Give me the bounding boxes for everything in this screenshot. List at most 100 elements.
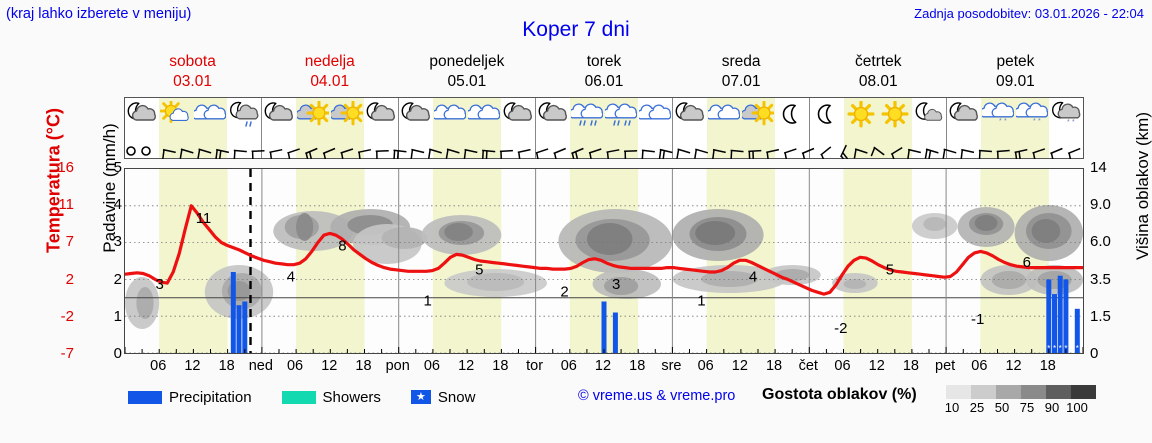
- icon-slot: [227, 98, 261, 158]
- axis-tick-value: 9.0: [1090, 196, 1111, 214]
- cloud-density-step: [996, 385, 1021, 399]
- day-header-4: sreda 07.01: [673, 52, 810, 96]
- x-axis-label: 12: [184, 358, 201, 374]
- icon-slot: [705, 98, 741, 158]
- moon-cloud-icon: [948, 101, 980, 127]
- icon-day-column-2: [399, 98, 536, 158]
- cloud-density-step: [1021, 385, 1046, 399]
- icon-slot: [191, 98, 227, 158]
- cloud-cloud-snow-icon: * *: [979, 101, 1015, 127]
- svg-text:-1: -1: [971, 311, 984, 328]
- icon-slot: * *: [1049, 98, 1083, 158]
- x-axis-label: 18: [492, 358, 509, 374]
- day-date: 08.01: [858, 73, 898, 90]
- x-axis-label: tor: [526, 358, 544, 374]
- icon-slot: [810, 98, 844, 158]
- day-header-strip: sobota 03.01 nedelja 04.01 ponedeljek 05.01 to…: [124, 52, 1084, 96]
- last-update-label: Zadnja posodobitev: 03.01.2026 - 22:04: [914, 6, 1144, 21]
- x-axis-label: 12: [594, 358, 612, 374]
- day-name: četrtek: [855, 53, 902, 70]
- forecast-plot: * * * * * 3 11 4 8 1 5 2 3 1 4 -2 5 -1 6: [124, 168, 1084, 354]
- cloud-cloud-snow-icon: * *: [1013, 101, 1049, 127]
- icon-slot: [673, 98, 707, 158]
- day-date: 04.01: [310, 73, 350, 90]
- icon-slot: [878, 98, 912, 158]
- moon-small-cloud-icon: [913, 101, 945, 127]
- day-header-1: nedelja 04.01: [261, 52, 398, 96]
- day-header-2: ponedeljek 05.01: [398, 52, 535, 96]
- svg-text:-2: -2: [834, 320, 847, 337]
- svg-text:*: *: [1038, 118, 1041, 125]
- icon-slot: [465, 98, 501, 158]
- cloud-density-colorbar-labels: 10 25 50 75 90 100: [940, 400, 1105, 418]
- moon-cloud-icon: [126, 101, 158, 127]
- sun-cloud-icon: [329, 100, 366, 127]
- svg-text:4: 4: [749, 269, 757, 286]
- legend-label-showers: Showers: [322, 388, 381, 406]
- day-date: 07.01: [721, 73, 761, 90]
- x-axis-label: 06: [834, 358, 851, 374]
- svg-text:5: 5: [886, 261, 894, 278]
- icon-slot: [536, 98, 570, 158]
- x-axis-label: ned: [248, 358, 273, 374]
- day-header-3: torek 06.01: [535, 52, 672, 96]
- svg-text:*: *: [1072, 119, 1075, 126]
- day-header-6: petek 09.01: [947, 52, 1084, 96]
- svg-text:*: *: [1053, 344, 1056, 353]
- snow-swatch-icon: ★: [410, 390, 431, 404]
- moon-cloud-icon: [502, 101, 534, 127]
- moon-icon: [776, 101, 808, 127]
- cloud-density-tick: 25: [969, 400, 985, 415]
- axis-tick-value: 1: [113, 307, 122, 325]
- moon-cloud-icon: [537, 101, 569, 127]
- axis-tick-value: -7: [60, 345, 74, 362]
- icon-slot: [159, 98, 193, 158]
- day-name: ponedeljek: [429, 53, 505, 70]
- x-axis-label: sre: [661, 358, 682, 374]
- day-name: nedelja: [304, 53, 355, 70]
- precipitation-swatch: [128, 390, 162, 404]
- precipitation-tick-labels: 5 4 3 2 1 0: [100, 160, 122, 361]
- icon-slot: [912, 98, 946, 158]
- axis-tick-value: 4: [113, 196, 122, 214]
- legend-item-precipitation: Precipitation: [128, 389, 252, 406]
- x-axis-label: 18: [902, 358, 919, 374]
- icon-day-column-1: [262, 98, 399, 158]
- svg-text:1: 1: [697, 293, 705, 310]
- copyright-link[interactable]: © vreme.us & vreme.pro: [578, 388, 736, 404]
- icon-slot: [329, 98, 366, 158]
- moon-cloud-icon: [674, 101, 706, 127]
- icon-slot: [125, 98, 159, 158]
- svg-text:2: 2: [560, 283, 568, 300]
- svg-text:8: 8: [338, 237, 346, 254]
- icon-slot: [740, 98, 777, 158]
- axis-tick-value: 2: [65, 270, 74, 288]
- x-axis-label: 06: [423, 358, 440, 374]
- moon-icon: [811, 101, 843, 127]
- location-menu-note: (kraj lahko izberete v meniju): [6, 6, 192, 22]
- axis-tick-value: 6.0: [1090, 233, 1111, 251]
- cloud-density-tick: 50: [994, 400, 1010, 415]
- cloud-density-tick: 10: [944, 400, 960, 415]
- icon-day-column-5: [810, 98, 947, 158]
- sun-cloud-icon: [740, 100, 777, 127]
- icon-slot: * *: [979, 98, 1015, 158]
- x-axis-label: 18: [1039, 358, 1056, 374]
- cloud-density-colorbar: [946, 385, 1096, 399]
- cloud-cloud-icon: [191, 101, 227, 127]
- x-axis-label: 12: [868, 358, 885, 374]
- icon-slot: * *: [1013, 98, 1049, 158]
- x-axis-label: 06: [560, 358, 577, 374]
- cloud-density-step: [1071, 385, 1096, 399]
- day-date: 06.01: [584, 73, 624, 90]
- showers-swatch: [281, 390, 316, 404]
- icon-slot: [947, 98, 981, 158]
- legend-item-showers: Showers: [281, 388, 381, 406]
- axis-tick-value: 3: [113, 233, 122, 251]
- day-header-5: četrtek 08.01: [810, 52, 947, 96]
- sun-icon: [845, 100, 877, 128]
- axis-tick-value: 3.5: [1090, 270, 1111, 288]
- day-name: torek: [586, 53, 622, 70]
- icon-day-column-4: [673, 98, 810, 158]
- svg-text:*: *: [1033, 118, 1036, 125]
